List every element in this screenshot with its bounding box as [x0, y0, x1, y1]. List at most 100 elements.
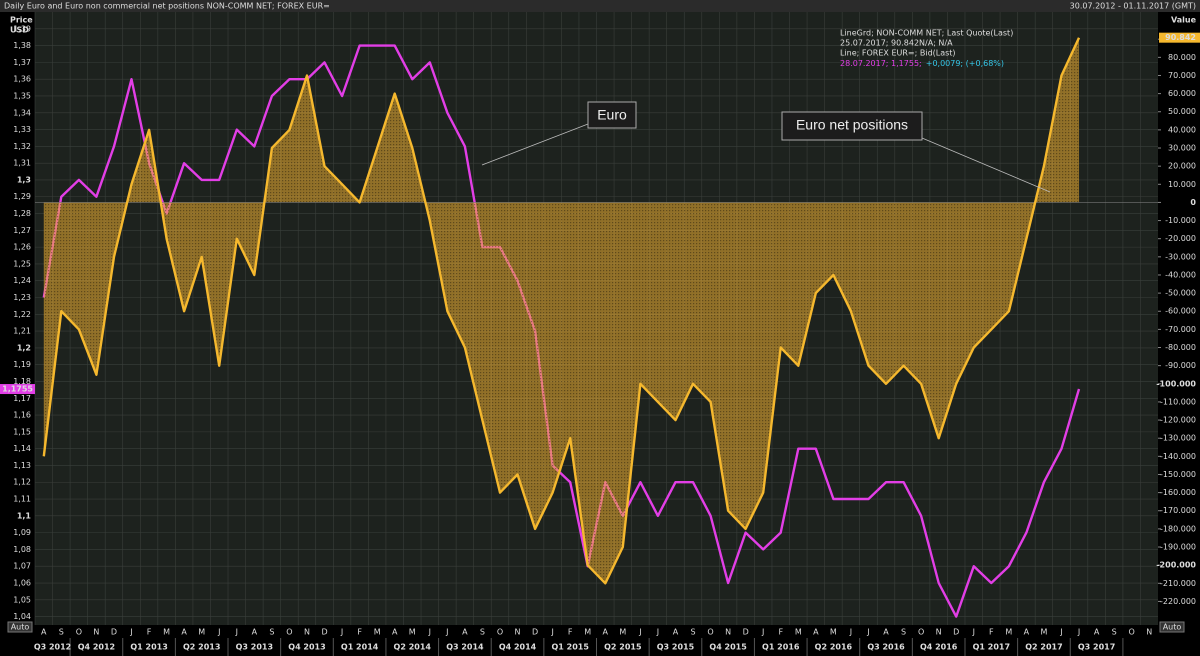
y2-tick-label: -90.000 — [1165, 361, 1196, 370]
x-tick-label: M — [374, 628, 381, 637]
x-tick-label: O — [1129, 628, 1135, 637]
x-tick-label: F — [778, 628, 783, 637]
quarter-label: Q2 2015 — [604, 643, 642, 652]
y2-tick-label: -30.000 — [1165, 252, 1196, 261]
y-tick-label: 1,12 — [13, 478, 31, 487]
x-tick-label: O — [286, 628, 292, 637]
legend-part: 28.07.2017; 1,1755; — [840, 59, 922, 68]
y-tick-label: 1,37 — [13, 58, 31, 67]
x-tick-label: A — [813, 628, 819, 637]
y-tick-label: 1,14 — [13, 444, 31, 453]
annotation: Euro net positions — [796, 117, 908, 133]
y-tick-label: 1,3 — [17, 175, 31, 184]
y-tick-label: 1,16 — [13, 411, 31, 420]
y2-tick-label: 0 — [1190, 198, 1196, 207]
quarter-label: Q3 2013 — [236, 643, 273, 652]
y-tick-label: 1,21 — [13, 327, 31, 336]
last-value-label: 90.842 — [1165, 33, 1196, 42]
x-tick-label: A — [883, 628, 889, 637]
auto-button-label[interactable]: Auto — [11, 623, 30, 632]
area — [43, 37, 1080, 584]
quarter-label: Q2 2014 — [394, 643, 432, 652]
x-tick-label: M — [795, 628, 802, 637]
y-tick-label: 1,11 — [13, 495, 31, 504]
y-tick-label: 1,32 — [13, 142, 31, 151]
y2-tick-label: 60.000 — [1168, 89, 1196, 98]
auto-button[interactable] — [7, 621, 33, 633]
y-tick-label: 1,13 — [13, 461, 31, 470]
quarter-label: Q3 2012 — [34, 643, 71, 652]
y-tick-label: 1,22 — [13, 310, 31, 319]
x-tick-label: A — [603, 628, 609, 637]
x-tick-label: N — [515, 628, 521, 637]
y-tick-label: 1,24 — [13, 276, 31, 285]
y-tick-label: 1,39 — [13, 24, 31, 33]
quarter-label: Q4 2012 — [78, 643, 115, 652]
y-tick-label: 1,05 — [13, 595, 31, 604]
auto-button[interactable] — [1159, 621, 1185, 633]
annotation-box — [781, 111, 923, 141]
x-tick-label: J — [866, 628, 869, 637]
x-tick-label: J — [550, 628, 553, 637]
y-tick-label: 1,2 — [17, 343, 31, 352]
y-tick-label: 1,17 — [13, 394, 31, 403]
x-tick-label: N — [93, 628, 99, 637]
x-tick-label: D — [532, 628, 538, 637]
y2-tick-label: -130.000 — [1160, 434, 1196, 443]
y2-tick-label: -150.000 — [1160, 470, 1196, 479]
x-tick-label: F — [989, 628, 994, 637]
x-tick-label: N — [936, 628, 942, 637]
y-tick-label: 1,04 — [13, 612, 31, 621]
y-tick-label: 1,38 — [13, 41, 31, 50]
x-tick-label: A — [392, 628, 398, 637]
auto-button-label[interactable]: Auto — [1163, 623, 1182, 632]
y2-tick-label: 10.000 — [1168, 180, 1196, 189]
x-tick-label: A — [181, 628, 187, 637]
x-tick-label: A — [1024, 628, 1030, 637]
y2-tick-label: -100.000 — [1156, 379, 1196, 388]
y2-tick-label: -170.000 — [1160, 506, 1196, 515]
legend-entry: 25.07.2017; 90.842N/A; N/A — [840, 39, 953, 48]
x-tick-label: O — [707, 628, 713, 637]
y2-tick-label: -190.000 — [1160, 543, 1196, 552]
annotation-box — [587, 101, 637, 129]
y2-tick-label: -10.000 — [1165, 216, 1196, 225]
y-tick-label: 1,19 — [13, 360, 31, 369]
quarter-label: Q4 2014 — [499, 643, 537, 652]
y2-tick-label: -180.000 — [1160, 524, 1196, 533]
x-tick-label: D — [743, 628, 749, 637]
y-tick-label: 1,27 — [13, 226, 31, 235]
x-tick-label: J — [445, 628, 448, 637]
x-tick-label: M — [163, 628, 170, 637]
x-tick-label: F — [568, 628, 573, 637]
x-tick-label: J — [972, 628, 975, 637]
legend-part: +0,0079; (+0,68%) — [926, 59, 1004, 68]
x-tick-label: S — [269, 628, 274, 637]
last-value-box — [1159, 32, 1200, 43]
date-range: 30.07.2012 - 01.11.2017 (GMT) — [1070, 2, 1196, 11]
legend-entry: LineGrd; NON-COMM NET; Last Quote(Last) — [840, 29, 1013, 38]
y-tick-label: 1,28 — [13, 209, 31, 218]
x-tick-label: M — [830, 628, 837, 637]
x-tick-label: J — [235, 628, 238, 637]
x-tick-label: M — [584, 628, 591, 637]
last-value-box — [0, 384, 35, 395]
quarter-label: Q2 2017 — [1025, 643, 1062, 652]
y2-tick-label: -60.000 — [1165, 307, 1196, 316]
quarter-label: Q2 2013 — [183, 643, 220, 652]
x-tick-label: N — [1146, 628, 1152, 637]
y-tick-label: 1,33 — [13, 125, 31, 134]
y-tick-label: 1,15 — [13, 427, 31, 436]
y2-tick-label: 80.000 — [1168, 53, 1196, 62]
y-tick-label: 1,07 — [13, 562, 31, 571]
x-tick-label: M — [198, 628, 205, 637]
x-tick-label: J — [129, 628, 132, 637]
legend: LineGrd; NON-COMM NET; Last Quote(Last)2… — [840, 29, 1013, 68]
y-tick-label: 1,25 — [13, 259, 31, 268]
y2-tick-label: -20.000 — [1165, 234, 1196, 243]
annotation: Euro — [597, 107, 627, 123]
x-tick-label: O — [76, 628, 82, 637]
y-tick-label: 1,26 — [13, 243, 31, 252]
quarter-label: Q1 2013 — [130, 643, 167, 652]
